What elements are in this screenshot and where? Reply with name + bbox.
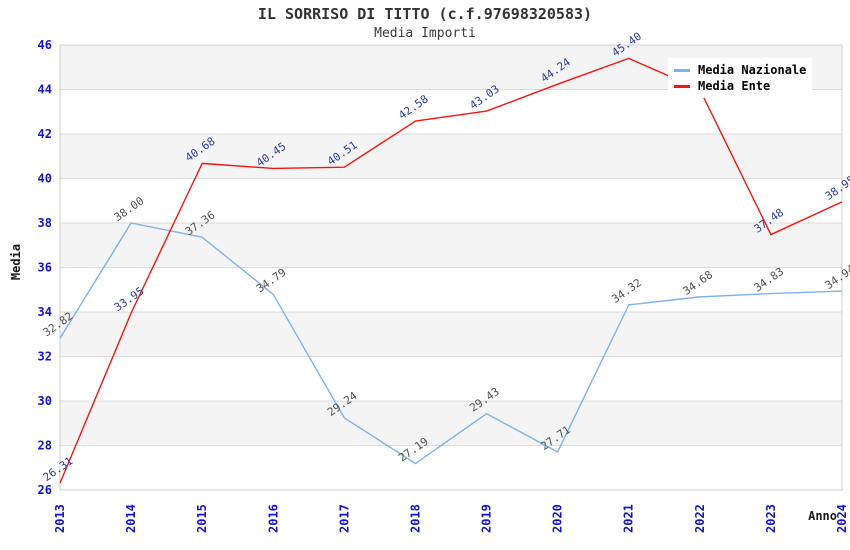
data-point-label: 42.58 bbox=[396, 92, 431, 122]
x-tick-label: 2016 bbox=[266, 504, 280, 533]
y-tick-label: 30 bbox=[38, 394, 52, 408]
x-axis-title: Anno bbox=[808, 509, 837, 523]
data-point-label: 34.68 bbox=[681, 268, 716, 298]
y-tick-label: 36 bbox=[38, 261, 52, 275]
x-tick-label: 2015 bbox=[195, 504, 209, 533]
legend: Media Nazionale Media Ente bbox=[668, 58, 812, 98]
chart-title: IL SORRISO DI TITTO (c.f.97698320583) bbox=[257, 5, 593, 23]
y-tick-label: 28 bbox=[38, 439, 52, 453]
chart-subtitle: Media Importi bbox=[374, 26, 476, 41]
y-tick-label: 26 bbox=[38, 483, 52, 497]
x-tick-label: 2022 bbox=[693, 504, 707, 533]
x-tick-label: 2017 bbox=[337, 504, 351, 533]
series-line-media-nazionale bbox=[59, 222, 843, 465]
data-point-label: 34.83 bbox=[752, 265, 787, 295]
x-tick-label: 2023 bbox=[764, 504, 778, 533]
series-line-media-ente bbox=[59, 57, 843, 484]
legend-item-media-ente[interactable]: Media Ente bbox=[674, 78, 806, 94]
y-tick-label: 34 bbox=[38, 305, 52, 319]
y-tick-label: 46 bbox=[38, 38, 52, 52]
x-tick-label: 2018 bbox=[408, 504, 422, 533]
data-point-label: 34.79 bbox=[254, 266, 289, 296]
plot-band bbox=[60, 223, 842, 268]
y-axis-title: Media bbox=[9, 244, 23, 280]
y-tick-label: 44 bbox=[38, 83, 52, 97]
x-tick-label: 2020 bbox=[551, 504, 565, 533]
y-tick-label: 38 bbox=[38, 216, 52, 230]
plot-band bbox=[60, 134, 842, 179]
data-point-label: 38.00 bbox=[112, 194, 147, 224]
plot-border bbox=[59, 44, 843, 491]
data-point-label: 26.31 bbox=[41, 454, 76, 484]
y-tick-label: 40 bbox=[38, 172, 52, 186]
y-tick-label: 42 bbox=[38, 127, 52, 141]
data-point-label: 33.95 bbox=[112, 284, 147, 314]
legend-label-media-nazionale: Media Nazionale bbox=[698, 63, 807, 77]
legend-label-media-ente: Media Ente bbox=[698, 79, 771, 93]
media-nazionale-line-marker bbox=[674, 68, 690, 72]
media-ente-line-marker bbox=[674, 84, 690, 88]
legend-item-media-nazionale[interactable]: Media Nazionale bbox=[674, 62, 806, 78]
y-tick-label: 32 bbox=[38, 350, 52, 364]
x-tick-label: 2019 bbox=[480, 504, 494, 533]
x-tick-label: 2013 bbox=[53, 504, 67, 533]
x-tick-label: 2024 bbox=[835, 504, 849, 533]
x-tick-label: 2014 bbox=[124, 504, 138, 533]
plot-band bbox=[60, 312, 842, 357]
x-tick-label: 2021 bbox=[622, 504, 636, 533]
data-point-label: 34.32 bbox=[609, 276, 644, 306]
